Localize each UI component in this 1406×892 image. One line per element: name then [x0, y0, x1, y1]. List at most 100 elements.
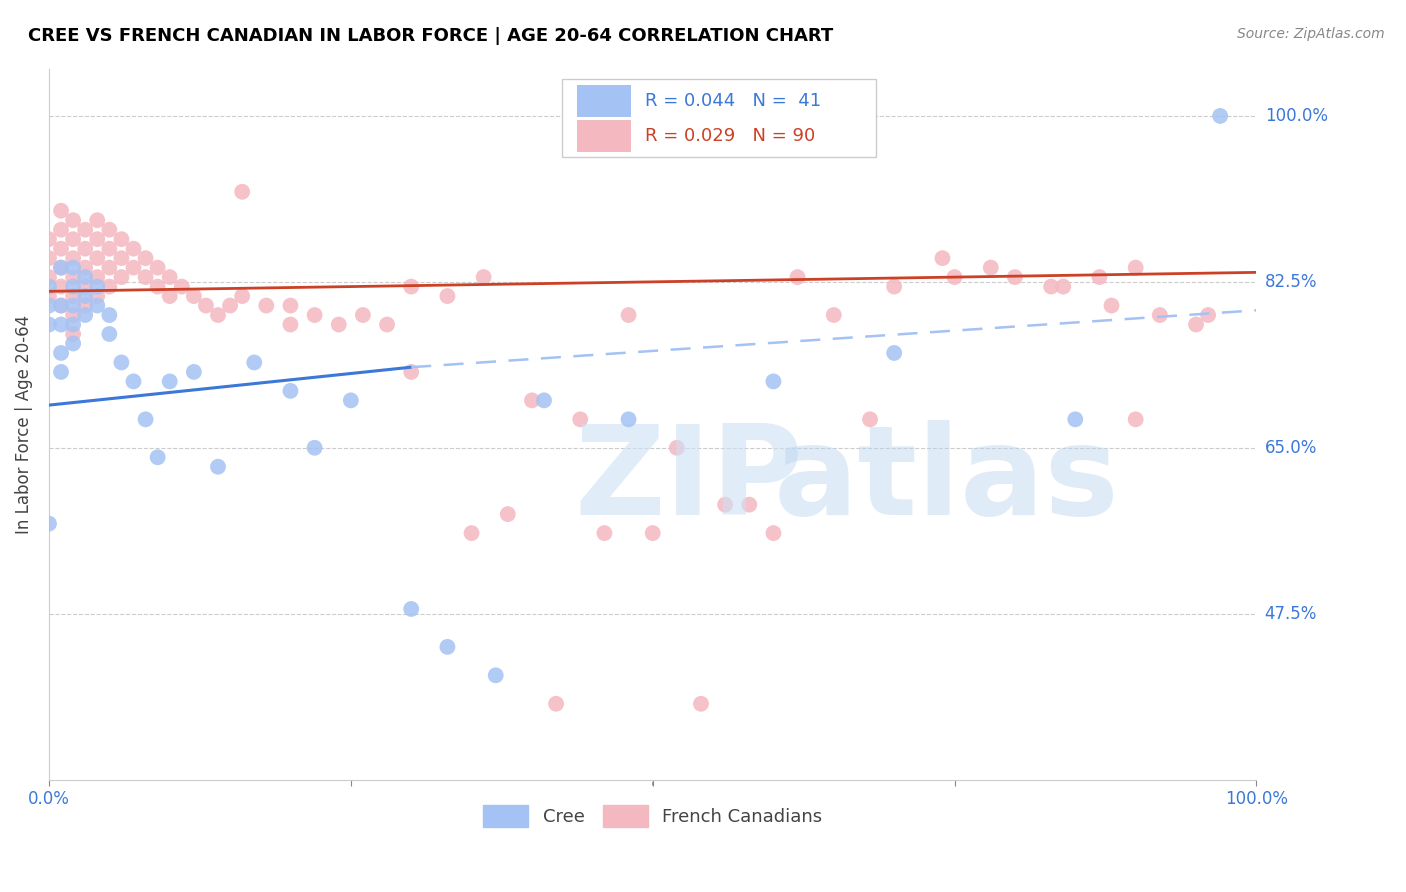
- Point: [243, 355, 266, 369]
- Point: [75, 279, 97, 293]
- Text: 100.0%: 100.0%: [1265, 107, 1327, 125]
- Text: Source: ZipAtlas.com: Source: ZipAtlas.com: [1237, 27, 1385, 41]
- Point: [328, 318, 350, 332]
- Point: [883, 346, 905, 360]
- Point: [62, 251, 84, 265]
- FancyBboxPatch shape: [576, 85, 631, 117]
- Point: [135, 412, 157, 426]
- Point: [38, 289, 60, 303]
- Point: [617, 308, 640, 322]
- Point: [86, 213, 108, 227]
- Point: [38, 279, 60, 293]
- Point: [49, 203, 72, 218]
- Point: [399, 279, 422, 293]
- Point: [159, 289, 181, 303]
- Point: [1064, 412, 1087, 426]
- Text: ZIP: ZIP: [574, 420, 803, 541]
- Point: [183, 365, 205, 379]
- Point: [207, 459, 229, 474]
- Point: [194, 299, 217, 313]
- Point: [231, 185, 253, 199]
- Point: [146, 450, 169, 465]
- Point: [75, 299, 97, 313]
- Text: CREE VS FRENCH CANADIAN IN LABOR FORCE | AGE 20-64 CORRELATION CHART: CREE VS FRENCH CANADIAN IN LABOR FORCE |…: [28, 27, 834, 45]
- Point: [617, 412, 640, 426]
- Point: [304, 308, 326, 322]
- Point: [159, 270, 181, 285]
- Point: [75, 223, 97, 237]
- Point: [38, 516, 60, 531]
- Point: [49, 260, 72, 275]
- Text: 65.0%: 65.0%: [1265, 439, 1317, 457]
- Point: [110, 251, 132, 265]
- Point: [546, 697, 568, 711]
- Point: [75, 242, 97, 256]
- Y-axis label: In Labor Force | Age 20-64: In Labor Force | Age 20-64: [15, 315, 32, 533]
- Point: [1197, 308, 1219, 322]
- Point: [472, 270, 495, 285]
- Point: [496, 507, 519, 521]
- Point: [1101, 299, 1123, 313]
- Point: [49, 346, 72, 360]
- Point: [38, 318, 60, 332]
- Point: [304, 441, 326, 455]
- Point: [75, 289, 97, 303]
- Point: [1004, 270, 1026, 285]
- FancyBboxPatch shape: [562, 79, 876, 157]
- Text: 47.5%: 47.5%: [1265, 605, 1317, 623]
- Point: [86, 289, 108, 303]
- Point: [62, 232, 84, 246]
- Point: [1040, 279, 1063, 293]
- Point: [75, 308, 97, 322]
- Point: [533, 393, 555, 408]
- Point: [690, 697, 713, 711]
- Point: [98, 223, 121, 237]
- Point: [280, 299, 302, 313]
- Point: [146, 260, 169, 275]
- Point: [62, 213, 84, 227]
- Point: [86, 299, 108, 313]
- FancyBboxPatch shape: [576, 120, 631, 152]
- Point: [1088, 270, 1111, 285]
- Point: [49, 299, 72, 313]
- Point: [86, 232, 108, 246]
- Point: [219, 299, 242, 313]
- Point: [86, 251, 108, 265]
- Point: [859, 412, 882, 426]
- Point: [62, 326, 84, 341]
- Point: [399, 602, 422, 616]
- Point: [62, 308, 84, 322]
- Point: [38, 251, 60, 265]
- Point: [352, 308, 374, 322]
- Point: [110, 270, 132, 285]
- Point: [183, 289, 205, 303]
- Point: [823, 308, 845, 322]
- Point: [943, 270, 966, 285]
- Point: [762, 526, 785, 541]
- Point: [254, 299, 277, 313]
- Point: [738, 498, 761, 512]
- Point: [665, 441, 688, 455]
- Point: [1185, 318, 1208, 332]
- Text: R = 0.044   N =  41: R = 0.044 N = 41: [645, 92, 821, 110]
- Legend: Cree, French Canadians: Cree, French Canadians: [475, 798, 830, 835]
- Point: [98, 260, 121, 275]
- Point: [231, 289, 253, 303]
- Point: [98, 279, 121, 293]
- Point: [49, 318, 72, 332]
- Point: [762, 375, 785, 389]
- Point: [980, 260, 1002, 275]
- Point: [122, 260, 145, 275]
- Point: [1125, 260, 1147, 275]
- Point: [110, 232, 132, 246]
- Point: [62, 299, 84, 313]
- Point: [399, 365, 422, 379]
- Point: [159, 375, 181, 389]
- Point: [340, 393, 363, 408]
- Point: [1052, 279, 1074, 293]
- Point: [98, 326, 121, 341]
- Point: [146, 279, 169, 293]
- Point: [931, 251, 953, 265]
- Point: [75, 270, 97, 285]
- Point: [86, 279, 108, 293]
